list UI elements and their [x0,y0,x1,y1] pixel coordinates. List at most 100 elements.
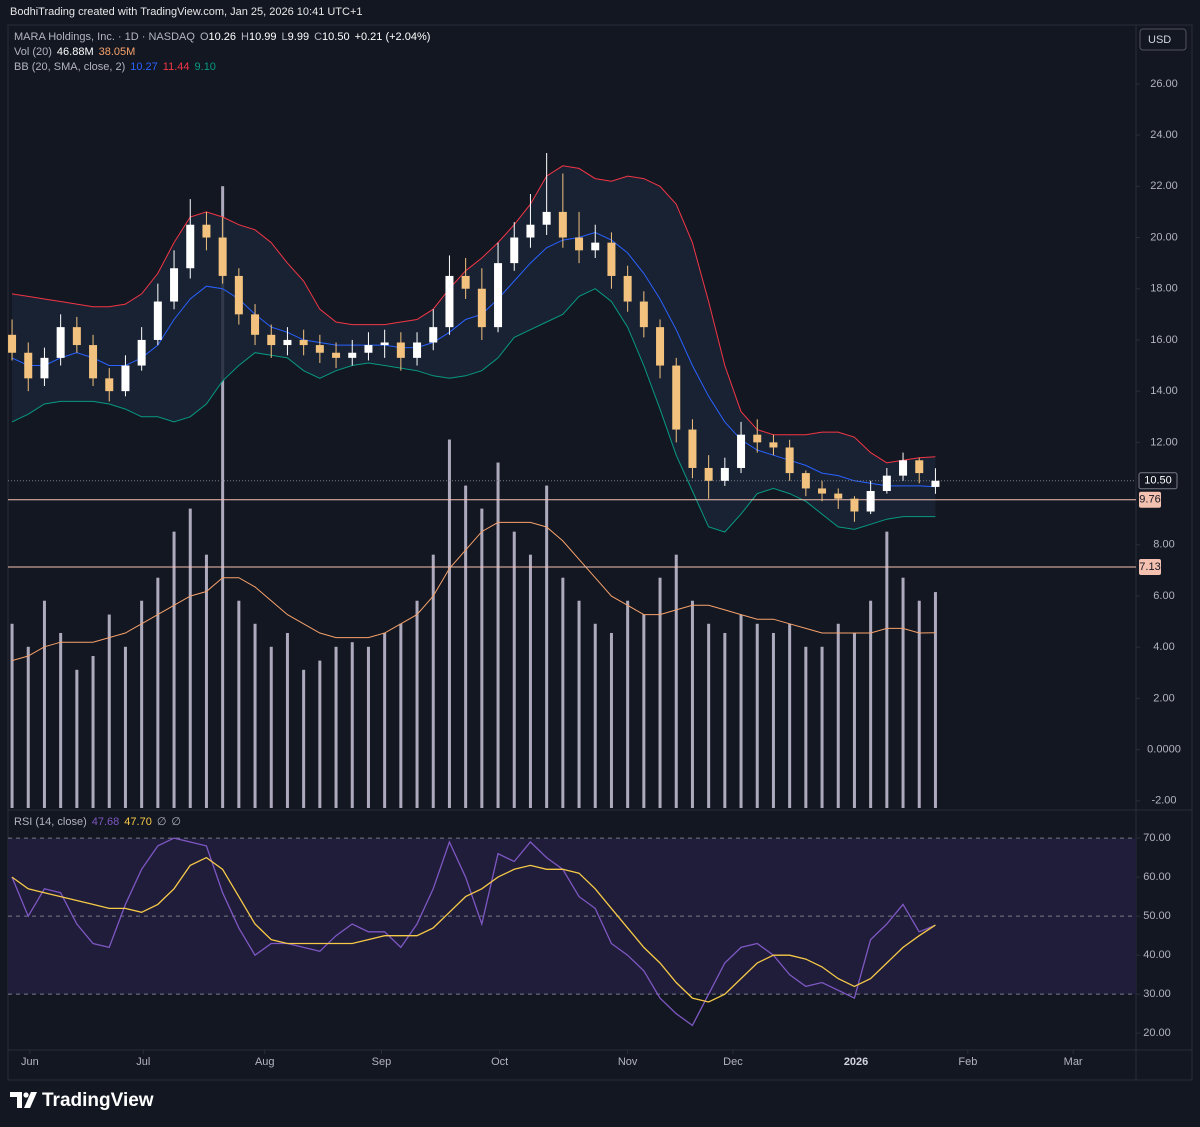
volume-bar [885,531,889,808]
x-tick-label: Mar [1064,1056,1083,1068]
candle-body [396,342,405,358]
bollinger-line [11,288,936,533]
y-tick-label: 20.00 [1143,1027,1171,1039]
volume-bar [836,623,840,808]
last-price-label: 10.50 [1144,475,1172,487]
y-tick-label: 6.00 [1153,590,1174,602]
last-price-tag [1138,472,1178,490]
candle-body [720,467,729,481]
rsi-extra: ∅ [157,816,167,828]
volume-bar [188,508,192,808]
volume-bar [204,554,208,808]
rsi-extra: ∅ [171,816,181,828]
volume-bar [140,600,144,808]
rsi-value: 47.68 [92,816,120,828]
candle-body [315,345,324,353]
volume-bar [707,623,711,808]
volume-bar [771,632,775,808]
volume-bar [642,614,646,808]
candle-body [445,275,454,328]
candle-body [737,434,746,468]
candle-body [56,327,65,358]
x-tick-label: Jun [21,1056,39,1068]
ohlc-label: C [314,31,322,43]
currency: USD [1148,34,1171,46]
x-tick-label: Oct [491,1056,508,1068]
price-tag [1139,491,1161,508]
candle-body [801,473,810,489]
candle-body [704,467,713,481]
volume-bar [739,614,743,808]
candle-body [639,301,648,328]
candle-body [818,488,827,494]
candle-body [850,498,859,512]
volume-bar [658,577,662,808]
legend: Vol (20) 46.88M 38.05M [14,46,135,58]
volume-bar [480,508,484,808]
x-tick-label: 2026 [844,1056,868,1068]
volume-bar [91,656,95,808]
brand: TradingView [42,1090,154,1111]
y-tick-label: 40.00 [1143,949,1171,961]
candle-body [785,447,794,474]
volume-bar [383,632,387,808]
volume-bar [42,600,46,808]
volume-bar [350,642,354,808]
y-tick-label: 4.00 [1153,641,1174,653]
volume-bar [107,614,111,808]
attribution: BodhiTrading created with TradingView.co… [10,6,363,18]
candle-body [769,442,778,448]
candle-body [429,327,438,343]
volume-bar [302,669,306,808]
y-tick-label: 0.0000 [1147,744,1181,756]
candle-body [413,342,422,358]
y-tick-label: 60.00 [1143,871,1171,883]
bb-value: 11.44 [163,61,190,73]
volume-bar [690,600,694,808]
ohlc-value: 10.26 [209,31,237,43]
candle-body [234,275,243,315]
price-tag-label: 7.13 [1139,561,1160,573]
candle-body [591,242,600,251]
bb-value: 9.10 [195,61,216,73]
volume-bar [10,623,14,808]
volume-bar [852,632,856,808]
candle-body [40,357,49,379]
y-tick-label: 30.00 [1143,988,1171,1000]
y-tick-label: 14.00 [1150,385,1178,397]
candle-body [866,491,875,512]
y-tick-label: 18.00 [1150,283,1178,295]
symbol: MARA Holdings, Inc. · 1D · NASDAQ [14,31,195,43]
volume-bar [26,646,30,808]
volume-bar [804,646,808,808]
volume-bar [318,660,322,808]
y-tick-label: 50.00 [1143,910,1171,922]
candle-body [267,334,276,346]
y-tick-label: -2.00 [1151,795,1176,807]
legend: BB (20, SMA, close, 2) 10.27 11.44 9.10 [14,61,216,73]
candle-body [542,211,551,225]
y-tick-label: 8.00 [1153,539,1174,551]
volume-bar [755,623,759,808]
volume-bar [528,554,532,808]
candle-body [72,327,81,346]
volume-bar [869,600,873,808]
candle-body [623,275,632,302]
volume-bar [464,485,468,808]
volume-bar [609,632,613,808]
volume-bar [269,646,273,808]
candle-body [89,345,98,379]
volume-bar [788,623,792,808]
ohlc-value: 9.99 [288,31,309,43]
volume-bar [545,485,549,808]
candle-body [153,301,162,340]
ohlc-value: 10.50 [322,31,350,43]
bb-label: BB (20, SMA, close, 2) [14,61,125,73]
y-tick-label: 70.00 [1143,832,1171,844]
legend: RSI (14, close) 47.68 47.70 ∅ ∅ [14,816,181,828]
candle-body [607,242,616,276]
x-tick-label: Nov [618,1056,638,1068]
ohlc-label: L [282,31,288,43]
volume-bar [917,600,921,808]
